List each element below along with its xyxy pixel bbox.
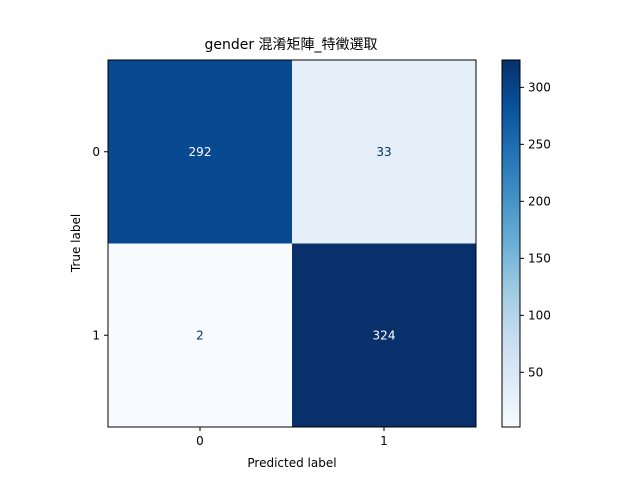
y-axis-ticks: 01 — [92, 145, 108, 342]
heatmap-cell — [108, 60, 292, 244]
heatmap-cell — [292, 243, 476, 427]
cell-value-label: 292 — [189, 145, 212, 159]
heatmap-cell — [108, 243, 292, 427]
colorbar — [501, 59, 521, 428]
colorbar-tick-label: 200 — [528, 194, 551, 208]
cell-value-label: 2 — [196, 328, 204, 342]
x-tick-label: 0 — [196, 434, 204, 448]
chart-title: gender 混淆矩陣_特徵選取 — [204, 37, 377, 53]
cell-value-label: 33 — [376, 145, 391, 159]
y-tick-label: 0 — [92, 145, 100, 159]
heatmap-cell-labels: 292 33 2 324 — [189, 145, 396, 343]
x-tick-label: 1 — [380, 434, 388, 448]
colorbar-tick-label: 250 — [528, 137, 551, 151]
cell-value-label: 324 — [373, 328, 396, 342]
colorbar-tick-label: 100 — [528, 308, 551, 322]
colorbar-tick-label: 50 — [528, 365, 543, 379]
heatmap-cells — [108, 60, 476, 427]
y-axis-label: True label — [69, 214, 83, 273]
colorbar-tick-label: 150 — [528, 251, 551, 265]
y-tick-label: 1 — [92, 328, 100, 342]
colorbar-ticks: 50 100 150 200 250 300 — [520, 80, 551, 379]
x-axis-label: Predicted label — [247, 456, 336, 470]
plot-frame — [107, 59, 477, 428]
heatmap-cell — [292, 60, 476, 244]
colorbar-tick-label: 300 — [528, 80, 551, 94]
